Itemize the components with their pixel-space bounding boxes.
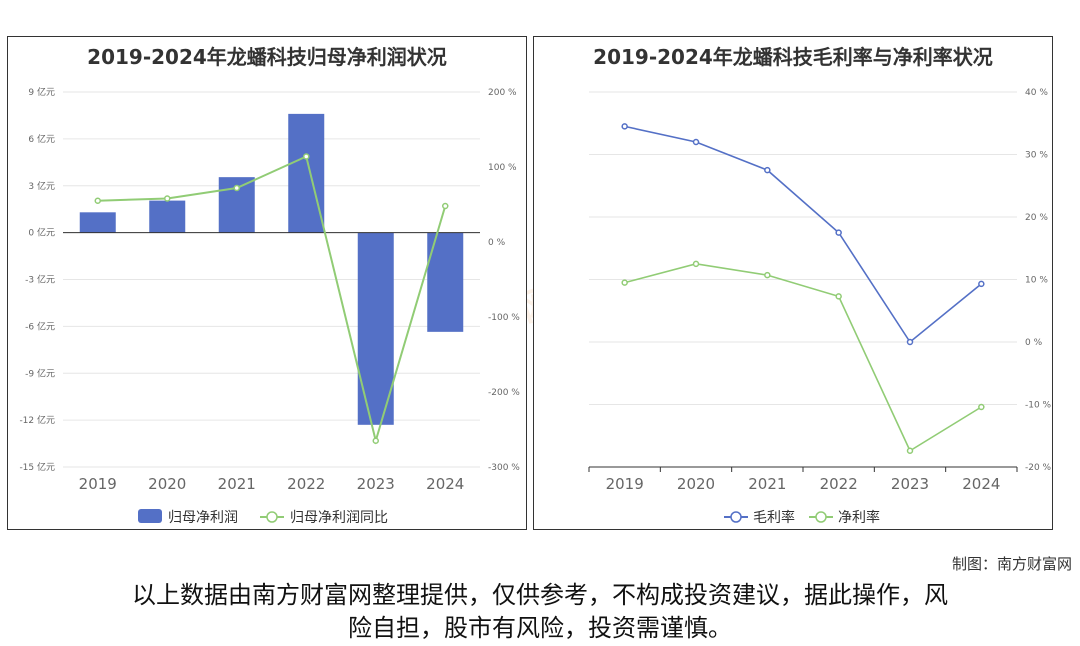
- y-tick-label: 6 亿元: [28, 133, 55, 145]
- disclaimer-line: 险自担，股市有风险，投资需谨慎。: [348, 614, 732, 642]
- series-point: [835, 293, 842, 300]
- y-tick-label: 30 %: [1025, 151, 1048, 161]
- x-tick-label: 2020: [677, 475, 715, 493]
- y-tick-label: -3 亿元: [25, 274, 55, 286]
- y-tick-label: 3 亿元: [28, 180, 55, 192]
- yoy-point: [164, 195, 171, 202]
- series-point: [906, 338, 914, 346]
- yoy-point: [94, 197, 101, 204]
- series-point: [621, 123, 628, 130]
- x-tick-label: 2020: [148, 475, 186, 493]
- y2-tick-label: 0 %: [488, 238, 506, 248]
- series-point: [692, 138, 700, 146]
- x-tick-label: 2021: [218, 475, 256, 493]
- y2-tick-label: -100 %: [488, 313, 520, 323]
- legend-swatch-point: [730, 511, 742, 523]
- series-point: [621, 279, 628, 286]
- series-point: [764, 166, 771, 174]
- x-tick-label: 2021: [748, 475, 786, 493]
- disclaimer-line: 以上数据由南方财富网整理提供，仅供参考，不构成投资建议，据此操作，风: [132, 581, 948, 609]
- legend-label: 归母净利润同比: [290, 509, 388, 526]
- legend-swatch-point: [266, 511, 278, 523]
- y2-tick-label: -200 %: [488, 388, 520, 398]
- series-point: [978, 280, 985, 288]
- yoy-point: [372, 437, 379, 444]
- series-point: [906, 447, 914, 454]
- y-tick-label: 0 %: [1025, 338, 1043, 348]
- bar: [79, 212, 116, 233]
- y2-tick-label: -300 %: [488, 463, 520, 473]
- chart-title: 2019-2024年龙蟠科技毛利率与净利率状况: [593, 45, 993, 69]
- y-tick-label: -12 亿元: [19, 414, 55, 426]
- series-point: [764, 271, 771, 279]
- disclaimer: 以上数据由南方财富网整理提供，仅供参考，不构成投资建议，据此操作，风 险自担，股…: [40, 579, 1040, 645]
- y-tick-label: 10 %: [1025, 276, 1048, 286]
- y-tick-label: -15 亿元: [19, 461, 55, 473]
- x-tick-label: 2019: [79, 475, 117, 493]
- chart-title: 2019-2024年龙蟠科技归母净利润状况: [87, 45, 447, 69]
- legend-label: 毛利率: [753, 509, 795, 526]
- y-tick-label: -20 %: [1025, 463, 1052, 473]
- y2-tick-label: 100 %: [488, 163, 517, 173]
- y-tick-label: 9 亿元: [28, 86, 55, 98]
- margin-chart: 40 % 30 % 20 % 10 % 0 % -10 % -20 % 2019 2020 202…: [588, 88, 1052, 526]
- legend-swatch-bar: [138, 509, 162, 523]
- net-profit-chart: 9 亿元 6 亿元 3 亿元 0 亿元 -3 亿元 -6 亿元 -9 亿元 -12 亿元 -15…: [19, 86, 520, 526]
- y-tick-label: -9 亿元: [25, 367, 55, 379]
- x-tick-label: 2023: [891, 475, 929, 493]
- x-tick-label: 2023: [357, 475, 395, 493]
- yoy-point: [303, 153, 310, 160]
- x-tick-label: 2024: [962, 475, 1000, 493]
- series-line: [624, 263, 982, 452]
- x-tick-label: 2022: [287, 475, 325, 493]
- y-tick-label: -10 %: [1025, 401, 1052, 411]
- legend-label: 净利率: [838, 509, 880, 526]
- x-tick-label: 2019: [606, 475, 644, 493]
- y-tick-label: 20 %: [1025, 213, 1048, 223]
- series-point: [692, 260, 700, 268]
- x-tick-label: 2022: [820, 475, 858, 493]
- net-profit-chart-panel: 2019-2024年龙蟠科技归母净利润状况 9 亿元 6 亿元 3 亿元 0 亿元 -3…: [7, 36, 527, 530]
- y-tick-label: 0 亿元: [28, 227, 55, 239]
- chart-credit: 制图：南方财富网: [951, 555, 1072, 573]
- series-line: [624, 125, 982, 344]
- x-tick-label: 2024: [426, 475, 464, 493]
- bar: [288, 113, 325, 233]
- margin-chart-panel: 2019-2024年龙蟠科技毛利率与净利率状况 40 % 30 % 20 % 10 %…: [533, 36, 1053, 530]
- legend-swatch-point: [815, 511, 827, 523]
- bar: [149, 200, 186, 233]
- yoy-point: [442, 202, 449, 210]
- y-tick-label: -6 亿元: [25, 320, 55, 332]
- y2-tick-label: 200 %: [488, 88, 517, 98]
- y-tick-label: 40 %: [1025, 88, 1048, 98]
- series-point: [978, 403, 985, 411]
- series-point: [835, 229, 842, 236]
- yoy-line: [97, 155, 447, 445]
- yoy-point: [233, 184, 240, 192]
- legend-label: 归母净利润: [168, 509, 238, 526]
